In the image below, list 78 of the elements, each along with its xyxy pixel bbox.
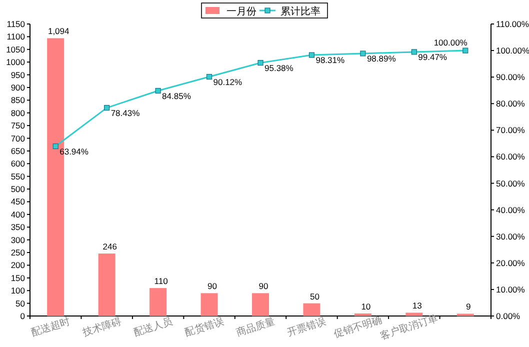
y-tick-label: 350 [10,222,26,232]
x-tick-label: 配送超时 [30,315,72,340]
data-label: 90 [208,281,218,292]
bar [354,313,372,316]
y2-tick-label: 0.00% [496,311,521,321]
y-tick-label: 550 [10,171,26,182]
legend-label: 一月份 [226,6,256,18]
data-label: 63.94% [60,146,89,156]
y-tick-label: 1050 [6,44,26,54]
y-tick-label: 600 [10,158,26,169]
data-label: 90.12% [213,76,243,87]
y2-tick-label: 50.00% [496,178,526,188]
y-tick-label: 150 [10,272,26,283]
y2-tick-label: 30.00% [496,231,526,242]
y-tick-label: 400 [10,209,26,220]
data-label: 50 [310,291,320,302]
bar [98,254,116,316]
y2-tick-label: 80.00% [496,98,526,109]
y-tick-label: 1100 [6,32,26,42]
y2-tick-label: 20.00% [496,258,526,268]
bar [150,288,167,316]
y-tick-label: 300 [10,234,26,245]
y-tick-label: 500 [10,184,26,194]
data-label: 98.31% [316,55,345,66]
data-label: 1,094 [48,26,70,36]
y2-tick-label: 10.00% [496,284,526,294]
y2-tick-label: 110.00% [496,19,529,29]
y-tick-label: 100 [10,286,26,296]
y-tick-label: 50 [16,298,26,308]
y2-tick-label: 60.00% [496,152,526,162]
data-label: 95.38% [264,62,294,73]
y-tick-label: 0 [20,311,26,321]
point [462,48,468,54]
legend-label: 累计比率 [280,6,320,18]
point [155,88,161,94]
bar [406,312,423,316]
point [308,52,315,58]
point [411,49,417,55]
data-label: 99.47% [418,52,448,62]
x-tick-label: 商品质量 [234,315,276,340]
y2-tick-label: 90.00% [496,72,526,82]
y-tick-label: 1150 [6,19,26,29]
y-tick-label: 700 [10,133,26,144]
y2-tick-label: 100.00% [496,46,529,56]
x-tick-label: 开票错误 [286,315,328,340]
x-tick-label: 配送人员 [132,315,174,340]
point [206,74,212,80]
bar [200,293,218,316]
data-label: 110 [154,276,168,286]
y-tick-label: 950 [10,70,26,80]
data-label: 78.43% [110,108,140,118]
data-label: 90 [258,281,268,292]
point [258,60,264,66]
bar [303,303,320,316]
y-tick-label: 850 [10,95,26,106]
bar [252,293,269,316]
data-label: 13 [412,300,422,311]
data-label: 84.85% [162,90,192,101]
y-tick-label: 1000 [6,57,26,68]
x-tick-label: 技术障碍 [80,315,123,340]
y-tick-label: 900 [10,82,26,92]
y2-tick-label: 40.00% [496,204,526,215]
data-label: 9 [466,302,472,312]
y-tick-label: 750 [10,120,26,131]
point [52,143,58,150]
y-tick-label: 650 [10,146,26,156]
y-tick-label: 800 [10,108,26,118]
y-tick-label: 450 [10,196,26,207]
data-label: 10 [361,301,371,312]
data-label: 246 [102,242,118,252]
point [360,50,366,56]
data-label: 100.00% [434,38,468,48]
point [104,105,110,111]
x-tick-label: 配货错误 [183,315,226,340]
y2-tick-label: 70.00% [496,125,526,136]
y-tick-label: 200 [10,260,26,270]
data-label: 98.89% [366,53,396,64]
y-tick-label: 250 [10,248,26,258]
